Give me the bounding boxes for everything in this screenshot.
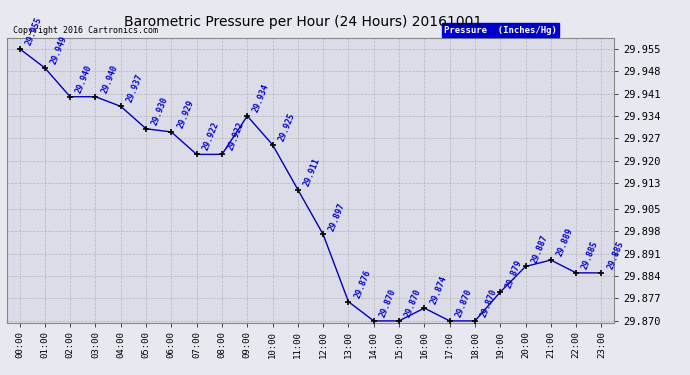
Text: 29.870: 29.870 [378,288,397,319]
Text: 29.897: 29.897 [327,201,347,232]
Text: 29.949: 29.949 [49,34,68,66]
Text: 29.929: 29.929 [175,99,195,130]
Text: 29.940: 29.940 [99,63,119,94]
Text: 29.879: 29.879 [504,259,524,290]
Text: 29.887: 29.887 [530,233,549,264]
Text: 29.870: 29.870 [454,288,473,319]
Text: 29.937: 29.937 [125,73,144,104]
Text: 29.934: 29.934 [251,82,271,114]
Text: 29.889: 29.889 [555,227,575,258]
Text: 29.925: 29.925 [277,111,296,142]
Text: 29.955: 29.955 [23,15,43,46]
Text: 29.870: 29.870 [403,288,423,319]
Text: 29.940: 29.940 [75,63,94,94]
Text: Copyright 2016 Cartronics.com: Copyright 2016 Cartronics.com [13,26,158,34]
Text: 29.922: 29.922 [201,121,220,152]
Text: 29.876: 29.876 [353,268,372,300]
Text: Barometric Pressure per Hour (24 Hours) 20161001: Barometric Pressure per Hour (24 Hours) … [124,15,483,29]
Text: 29.870: 29.870 [479,288,499,319]
Text: 29.885: 29.885 [580,240,600,271]
Text: 29.911: 29.911 [302,156,322,188]
Text: Pressure  (Inches/Hg): Pressure (Inches/Hg) [444,26,557,34]
Text: 29.922: 29.922 [226,121,246,152]
Text: 29.930: 29.930 [150,95,170,127]
Text: 29.874: 29.874 [428,275,448,306]
Text: 29.885: 29.885 [606,240,625,271]
